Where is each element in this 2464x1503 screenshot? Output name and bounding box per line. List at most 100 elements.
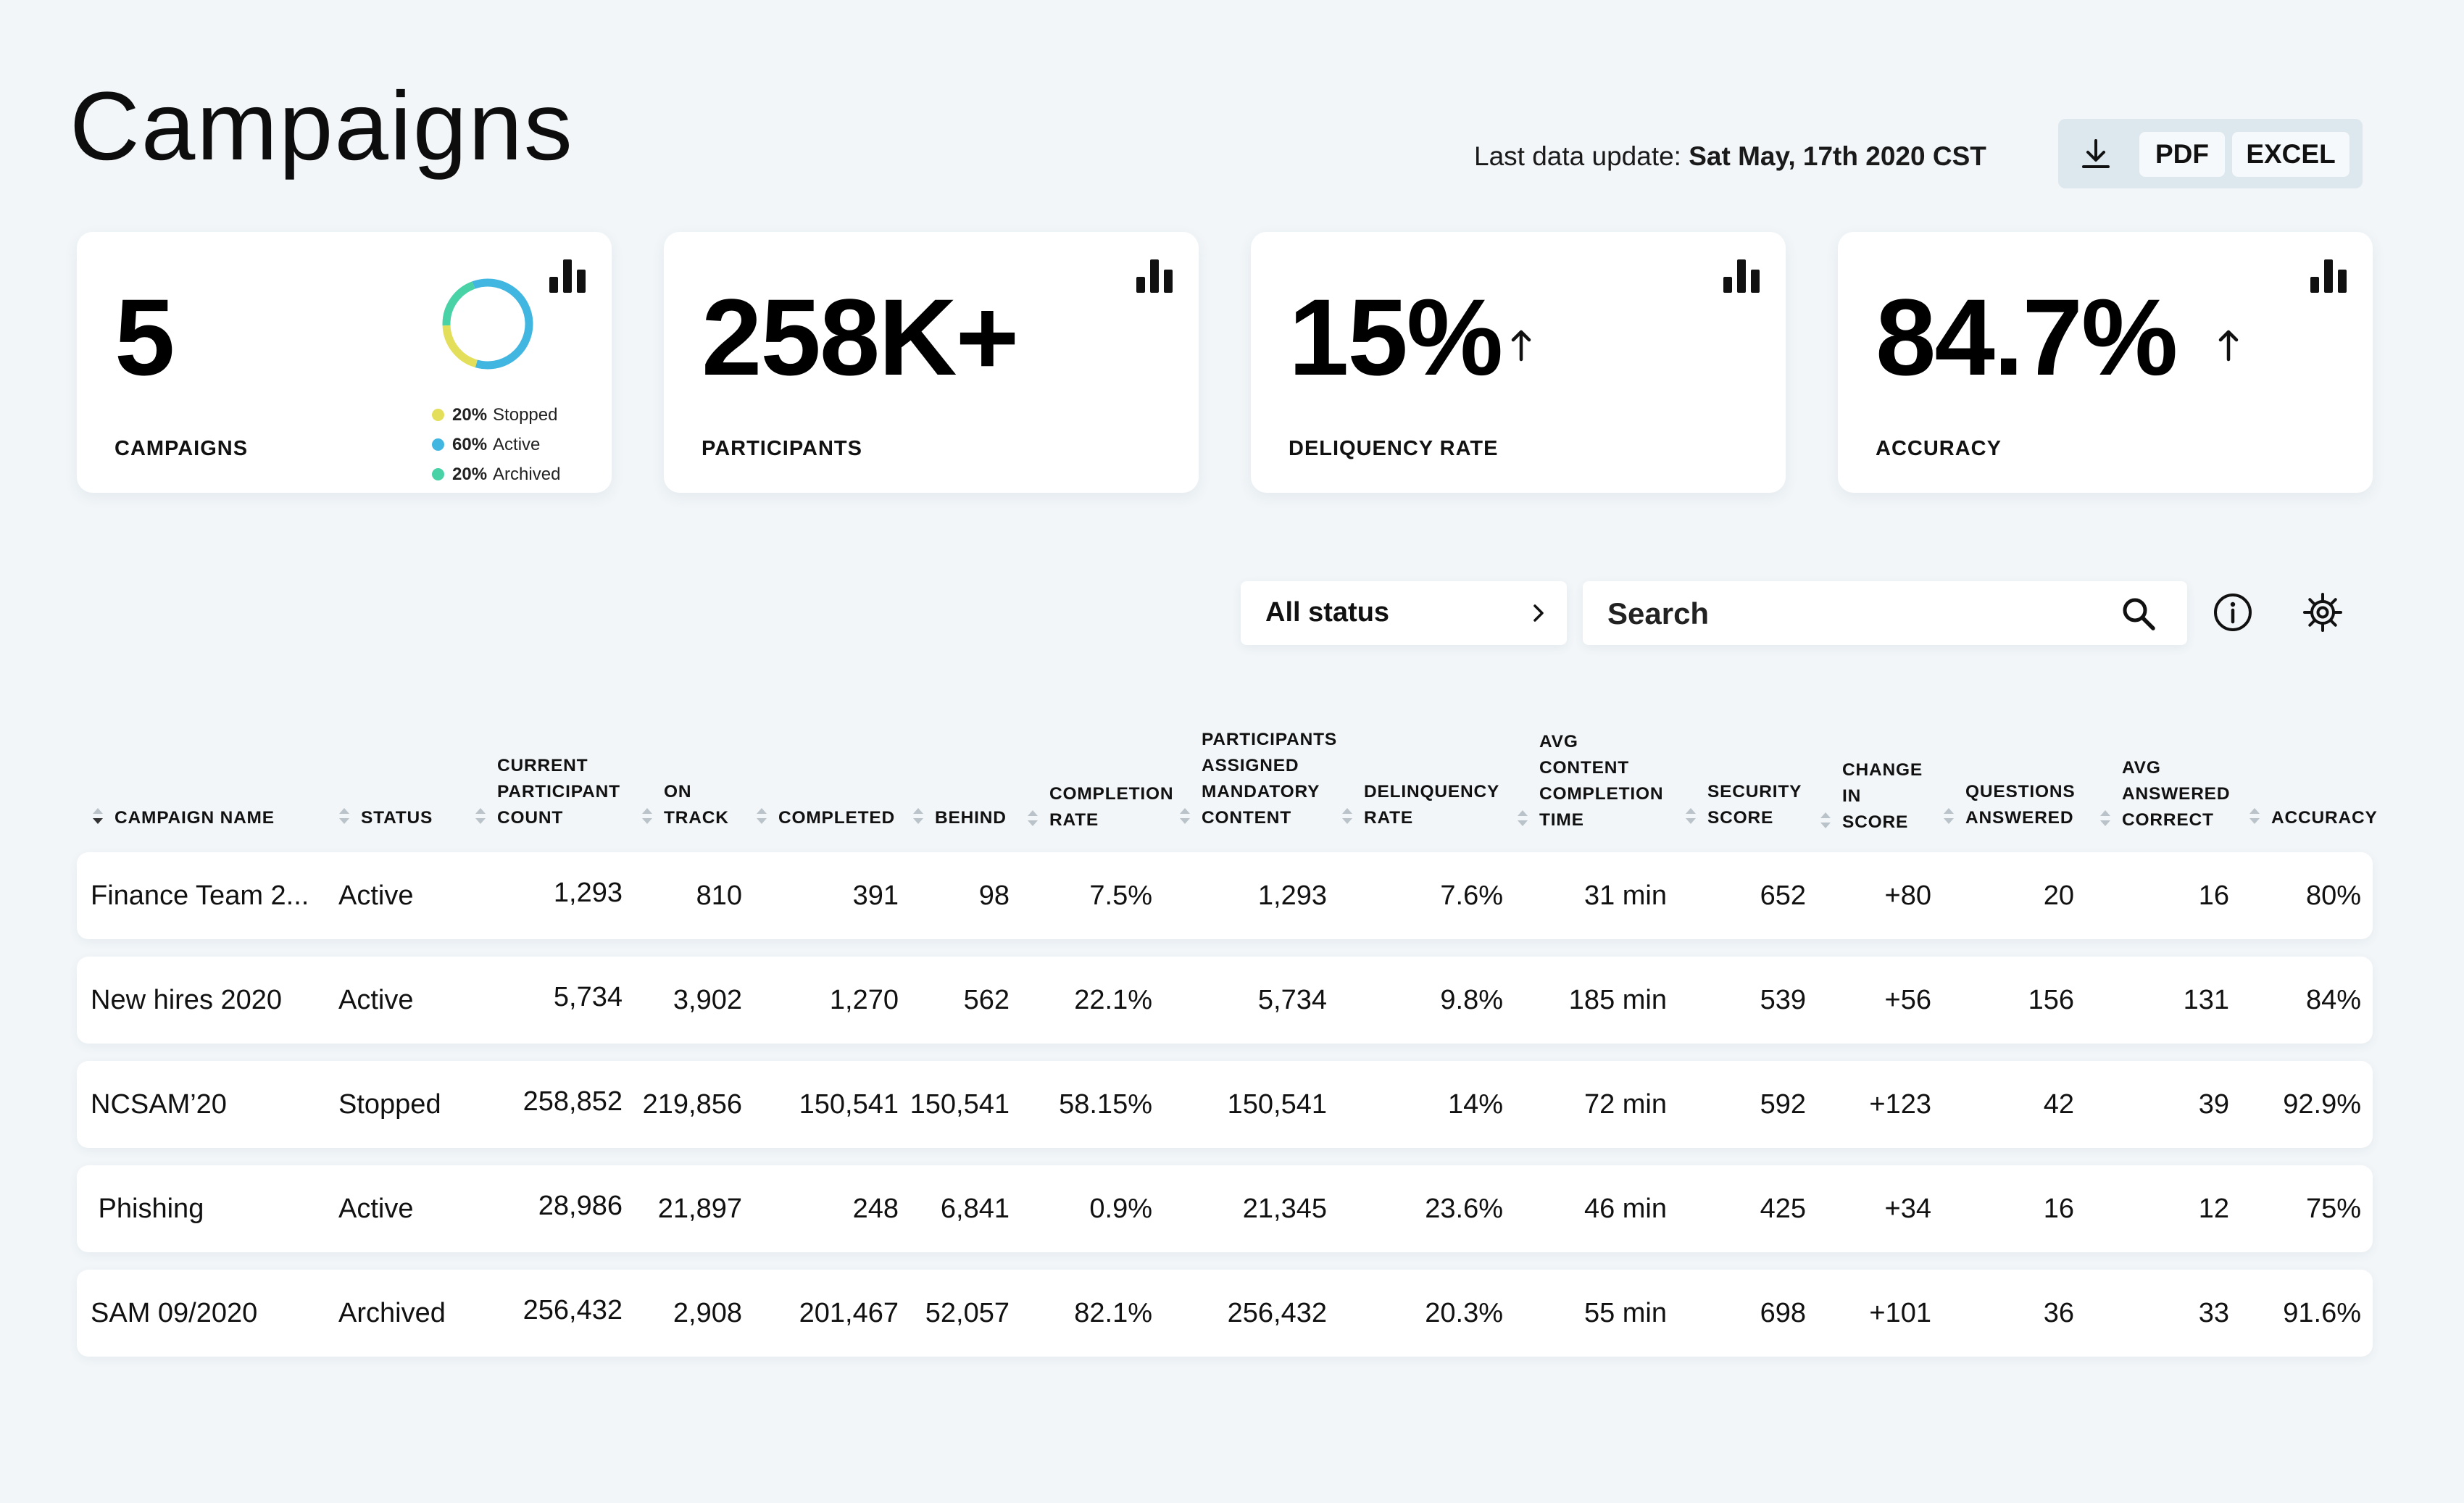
sort-icon[interactable] xyxy=(336,805,352,827)
column-header-security-score[interactable]: SECURITY SCORE xyxy=(1686,779,1802,831)
sort-icon[interactable] xyxy=(910,805,926,827)
cell-questions-answered: 16 xyxy=(2043,1194,2074,1224)
sort-icon[interactable] xyxy=(1515,807,1531,829)
table-row[interactable]: Phishing Active 28,986 21,897 248 6,841 0.9% 21… xyxy=(77,1165,2373,1252)
export-excel-button[interactable]: EXCEL xyxy=(2232,132,2349,177)
cell-completion-rate: 22.1% xyxy=(1074,985,1152,1015)
cell-questions-answered: 20 xyxy=(2043,880,2074,911)
cell-status: Archived xyxy=(338,1298,446,1328)
cell-security-score: 539 xyxy=(1760,985,1806,1015)
bar-chart-icon[interactable] xyxy=(1135,258,1174,293)
column-header-delinquency-rate[interactable]: DELINQUENCY RATE xyxy=(1342,779,1500,831)
cell-status: Stopped xyxy=(338,1089,441,1120)
sort-icon[interactable] xyxy=(1177,805,1193,827)
column-header-campaign-name[interactable]: CAMPAIGN NAME xyxy=(93,805,275,831)
cell-accuracy: 80% xyxy=(2305,880,2361,911)
delinquency-card: 15% DELIQUENCY RATE xyxy=(1251,232,1786,493)
sort-icon[interactable] xyxy=(2247,805,2263,827)
cell-completion-rate: 0.9% xyxy=(1089,1194,1152,1224)
column-header-completion-rate[interactable]: COMPLETION RATE xyxy=(1028,781,1173,833)
bar-chart-icon[interactable] xyxy=(1722,258,1761,293)
cell-avg-completion-time: 72 min xyxy=(1583,1089,1667,1120)
bar-chart-icon[interactable] xyxy=(2309,258,2348,293)
cell-accuracy: 91.6% xyxy=(2283,1298,2361,1328)
legend-dot-stopped xyxy=(432,409,444,421)
accuracy-label: ACCURACY xyxy=(1876,437,2002,460)
column-header-accuracy[interactable]: ACCURACY xyxy=(2249,805,2378,831)
last-update: Last data update: Sat May, 17th 2020 CST xyxy=(1474,140,1986,173)
cell-campaign-name[interactable]: NCSAM’20 xyxy=(91,1089,227,1120)
column-header-participants-assigned[interactable]: PARTICIPANTS ASSIGNED MANDATORY CONTENT xyxy=(1180,727,1337,831)
table-row[interactable]: NCSAM’20 Stopped 258,852 219,856 150,541 150,… xyxy=(77,1061,2373,1148)
legend-name: Active xyxy=(493,434,541,454)
cell-campaign-name[interactable]: Phishing xyxy=(91,1194,204,1224)
search-input[interactable] xyxy=(1606,590,2102,638)
cell-avg-answered-correct: 33 xyxy=(2198,1298,2229,1328)
column-header-label: QUESTIONS ANSWERED xyxy=(1965,782,2076,828)
cell-campaign-name[interactable]: Finance Team 2... xyxy=(91,880,309,911)
cell-avg-completion-time: 55 min xyxy=(1583,1298,1667,1328)
legend-name: Stopped xyxy=(493,404,558,425)
cell-participants-assigned: 150,541 xyxy=(1227,1089,1327,1120)
sort-icon[interactable] xyxy=(1818,809,1834,831)
table-row[interactable]: SAM 09/2020 Archived 256,432 2,908 201,467 52… xyxy=(77,1270,2373,1357)
legend-dot-active xyxy=(432,438,444,451)
column-header-completed[interactable]: COMPLETED xyxy=(757,805,896,831)
participants-count: 258K+ xyxy=(702,276,1019,398)
sort-icon[interactable] xyxy=(2097,807,2113,829)
legend-pct: 20% xyxy=(452,464,488,484)
export-pdf-button[interactable]: PDF xyxy=(2139,132,2225,177)
cell-completed: 248 xyxy=(852,1194,899,1224)
status-filter-label: All status xyxy=(1265,597,1390,628)
last-update-value: Sat May, 17th 2020 CST xyxy=(1689,141,1986,171)
column-header-status[interactable]: STATUS xyxy=(339,805,433,831)
arrow-up-icon xyxy=(2218,330,2239,362)
cell-participants-assigned: 256,432 xyxy=(1227,1298,1327,1328)
sort-icon[interactable] xyxy=(1025,807,1041,829)
cell-avg-answered-correct: 39 xyxy=(2198,1089,2229,1120)
column-header-questions-answered[interactable]: QUESTIONS ANSWERED xyxy=(1944,779,2076,831)
search-box xyxy=(1583,581,2187,645)
column-header-label: AVG ANSWERED CORRECT xyxy=(2122,758,2231,830)
column-header-label: DELINQUENCY RATE xyxy=(1364,782,1500,828)
legend-pct: 20% xyxy=(452,404,488,425)
sort-icon[interactable] xyxy=(639,805,655,827)
column-header-on-track[interactable]: ON TRACK xyxy=(642,779,729,831)
cell-behind: 98 xyxy=(978,880,1010,911)
cell-change-in-score: +56 xyxy=(1884,985,1931,1015)
cell-status: Active xyxy=(338,1194,414,1224)
table-row[interactable]: Finance Team 2... Active 1,293 810 391 98 7.5%… xyxy=(77,852,2373,939)
sort-icon[interactable] xyxy=(1683,805,1699,827)
delinquency-label: DELIQUENCY RATE xyxy=(1289,437,1499,460)
column-header-avg-answered-correct[interactable]: AVG ANSWERED CORRECT xyxy=(2100,755,2231,833)
status-filter-dropdown[interactable]: All status xyxy=(1241,581,1567,645)
download-button[interactable] xyxy=(2073,132,2119,177)
legend-dot-archived xyxy=(432,468,444,480)
search-icon[interactable] xyxy=(2120,596,2157,632)
sort-icon[interactable] xyxy=(1339,805,1355,827)
info-icon[interactable] xyxy=(2212,591,2254,633)
table-row[interactable]: New hires 2020 Active 5,734 3,902 1,270 562 22… xyxy=(77,957,2373,1044)
sort-icon[interactable] xyxy=(754,805,770,827)
cell-campaign-name[interactable]: New hires 2020 xyxy=(91,985,283,1015)
settings-gear-icon[interactable] xyxy=(2302,591,2344,633)
donut-segment-archived xyxy=(442,281,475,326)
cell-avg-answered-correct: 12 xyxy=(2198,1194,2229,1224)
cell-participants-assigned: 1,293 xyxy=(1257,880,1327,911)
cell-avg-completion-time: 31 min xyxy=(1583,880,1667,911)
cell-behind: 150,541 xyxy=(910,1089,1010,1120)
sort-icon[interactable] xyxy=(90,805,106,827)
sort-icon[interactable] xyxy=(473,805,488,827)
cell-campaign-name[interactable]: SAM 09/2020 xyxy=(91,1298,258,1328)
column-header-label: COMPLETED xyxy=(778,808,896,828)
sort-icon[interactable] xyxy=(1941,805,1957,827)
legend-pct: 60% xyxy=(452,434,488,454)
column-header-behind[interactable]: BEHIND xyxy=(913,805,1007,831)
bar-chart-icon[interactable] xyxy=(548,258,587,293)
cell-questions-answered: 42 xyxy=(2043,1089,2074,1120)
column-header-avg-completion-time[interactable]: AVG CONTENT COMPLETION TIME xyxy=(1518,729,1663,833)
column-header-participant-count[interactable]: CURRENT PARTICIPANT COUNT xyxy=(475,753,620,831)
participants-label: PARTICIPANTS xyxy=(702,437,862,460)
cell-on-track: 21,897 xyxy=(657,1194,742,1224)
column-header-change-in-score[interactable]: CHANGE IN SCORE xyxy=(1820,757,1923,836)
